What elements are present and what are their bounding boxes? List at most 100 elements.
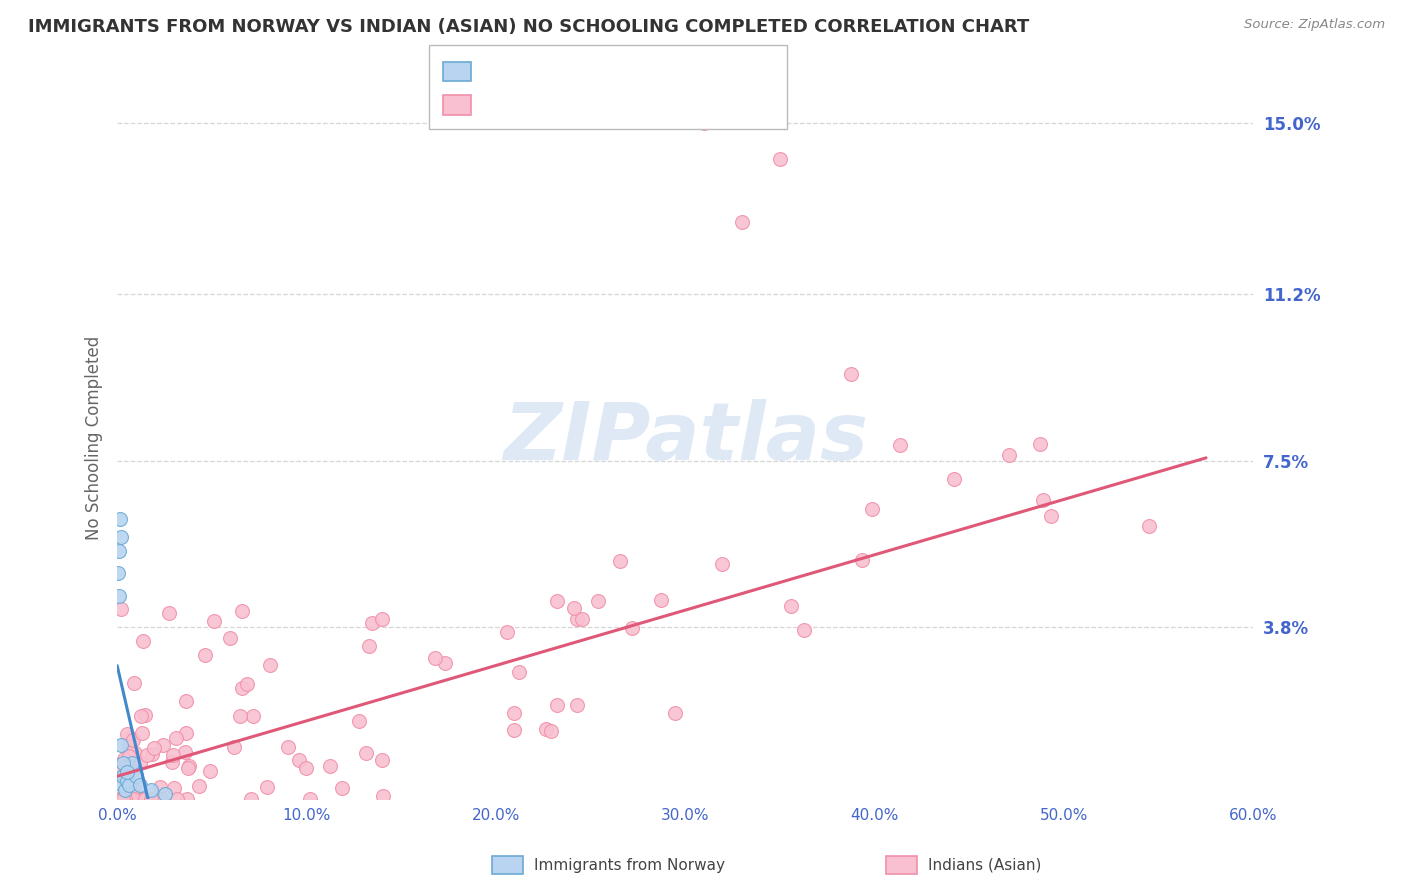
- Point: [122, 791, 145, 805]
- Point: [111, 770, 134, 784]
- Point: [793, 623, 815, 637]
- Point: [118, 791, 141, 805]
- Point: [134, 707, 156, 722]
- Point: [136, 747, 159, 762]
- Point: [108, 589, 131, 603]
- Point: [889, 438, 911, 452]
- Point: [141, 782, 163, 797]
- Point: [242, 709, 264, 723]
- Point: [546, 698, 568, 713]
- Point: [174, 745, 197, 759]
- Point: [115, 764, 138, 779]
- Point: [839, 367, 862, 381]
- Point: [124, 746, 146, 760]
- Point: [354, 746, 377, 760]
- Point: [117, 739, 139, 753]
- Point: [165, 731, 187, 746]
- Point: [108, 512, 131, 526]
- Point: [496, 625, 519, 640]
- Point: [118, 731, 141, 745]
- Point: [188, 779, 211, 793]
- Point: [108, 543, 131, 558]
- Point: [347, 714, 370, 728]
- Point: [370, 612, 392, 626]
- Point: [121, 780, 143, 795]
- Point: [231, 681, 253, 695]
- Point: [149, 780, 172, 794]
- Point: [299, 791, 322, 805]
- Text: Source: ZipAtlas.com: Source: ZipAtlas.com: [1244, 18, 1385, 31]
- Text: R = -0.214   N =  18: R = -0.214 N = 18: [482, 62, 665, 80]
- Text: ZIPatlas: ZIPatlas: [503, 399, 868, 477]
- Point: [134, 791, 156, 805]
- Point: [609, 554, 631, 568]
- Point: [200, 764, 222, 778]
- Text: Immigrants from Norway: Immigrants from Norway: [534, 858, 725, 872]
- Point: [769, 152, 792, 166]
- Point: [650, 593, 672, 607]
- Point: [256, 780, 278, 795]
- Point: [112, 791, 135, 805]
- Point: [222, 739, 245, 754]
- Point: [143, 740, 166, 755]
- Point: [508, 665, 530, 679]
- Point: [125, 769, 148, 783]
- Point: [122, 676, 145, 690]
- Point: [236, 677, 259, 691]
- Point: [177, 759, 200, 773]
- Point: [110, 530, 132, 544]
- Point: [117, 778, 139, 792]
- Point: [711, 558, 734, 572]
- Point: [942, 472, 965, 486]
- Point: [114, 791, 136, 805]
- Point: [107, 566, 129, 581]
- Point: [111, 769, 134, 783]
- Point: [620, 621, 643, 635]
- Point: [371, 753, 394, 767]
- Point: [371, 789, 394, 804]
- Point: [150, 791, 173, 805]
- Point: [157, 606, 180, 620]
- Point: [162, 747, 184, 762]
- Point: [129, 709, 152, 723]
- Point: [162, 780, 184, 795]
- Point: [259, 658, 281, 673]
- Point: [332, 781, 354, 796]
- Point: [112, 752, 135, 766]
- Point: [586, 594, 609, 608]
- Point: [107, 791, 129, 805]
- Point: [118, 748, 141, 763]
- Point: [295, 761, 318, 775]
- Point: [121, 764, 143, 779]
- Point: [110, 791, 132, 805]
- Point: [1028, 437, 1050, 451]
- Point: [731, 215, 754, 229]
- Point: [780, 599, 803, 613]
- Point: [120, 745, 142, 759]
- Y-axis label: No Schooling Completed: No Schooling Completed: [86, 336, 103, 541]
- Point: [108, 791, 131, 805]
- Point: [502, 706, 524, 721]
- Text: R = 0.685   N = 110: R = 0.685 N = 110: [482, 96, 664, 114]
- Point: [998, 448, 1021, 462]
- Point: [503, 723, 526, 738]
- Point: [111, 761, 134, 775]
- Point: [1039, 509, 1062, 524]
- Point: [193, 648, 215, 663]
- Point: [121, 756, 143, 770]
- Point: [121, 732, 143, 747]
- Point: [174, 694, 197, 708]
- Point: [1137, 519, 1160, 533]
- Point: [204, 614, 226, 628]
- Point: [128, 756, 150, 770]
- Point: [425, 651, 447, 665]
- Point: [111, 778, 134, 792]
- Point: [536, 722, 558, 736]
- Point: [277, 740, 299, 755]
- Point: [115, 726, 138, 740]
- Point: [229, 709, 252, 723]
- Point: [111, 756, 134, 770]
- Point: [160, 755, 183, 769]
- Point: [567, 612, 589, 626]
- Point: [546, 594, 568, 608]
